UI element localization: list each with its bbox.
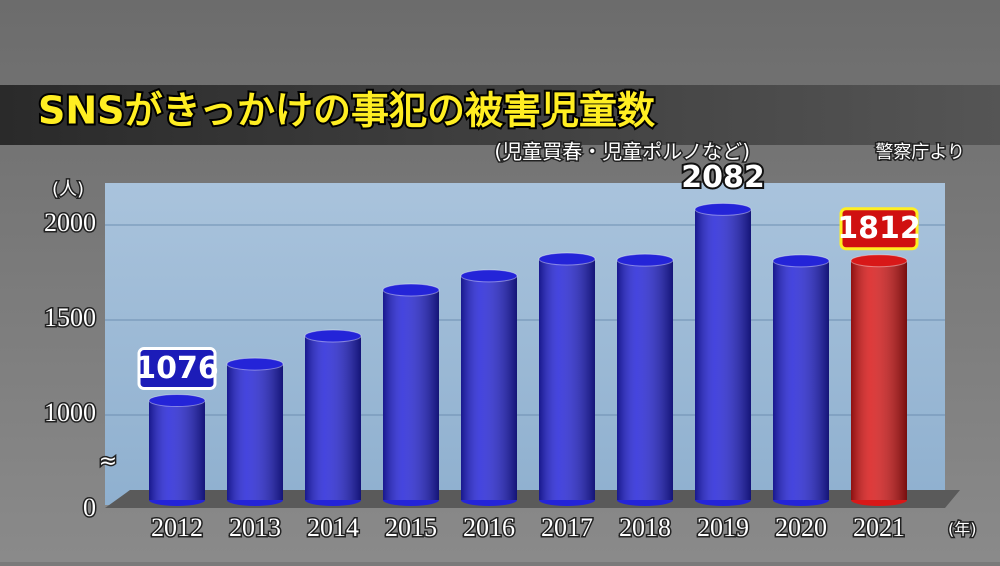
bar-top	[538, 252, 596, 266]
y-tick-label: 1500	[44, 303, 96, 332]
bar-top	[460, 269, 518, 283]
axis-break: ≈	[99, 449, 117, 474]
bar-top	[382, 283, 440, 297]
bar-shade	[305, 335, 361, 500]
bar-shade	[461, 275, 517, 500]
label-box	[137, 347, 217, 391]
x-tick-label: 2019	[697, 513, 749, 542]
x-tick-label: 2015	[385, 513, 437, 542]
chart-title: SNSがきっかけの事犯の被害児童数	[38, 89, 655, 133]
x-tick-label: 2012	[151, 513, 203, 542]
x-tick-label: 2014	[307, 513, 359, 542]
bar-shade	[383, 289, 439, 500]
x-tick-label: 2016	[463, 513, 515, 542]
y-unit: (人)	[52, 179, 84, 200]
y-tick-label: 2000	[44, 208, 96, 237]
bar-top	[148, 394, 206, 408]
bar-top	[850, 254, 908, 268]
bar-top	[616, 253, 674, 267]
bar-shade	[851, 260, 907, 500]
label-box	[839, 207, 919, 251]
x-tick-label: 2021	[853, 513, 905, 542]
subtitle: (児童買春・児童ポルノなど)	[494, 140, 750, 164]
y-tick-label: 0	[83, 493, 96, 522]
bar-top	[304, 329, 362, 343]
x-tick-label: 2018	[619, 513, 671, 542]
x-unit: (年)	[948, 520, 977, 539]
x-tick-label: 2013	[229, 513, 281, 542]
bar-shade	[227, 364, 283, 500]
bar-shade	[149, 400, 205, 500]
bar-shade	[773, 260, 829, 500]
data-label: 1812	[837, 211, 921, 246]
source: 警察庁より	[875, 142, 965, 163]
data-label: 2082	[681, 160, 765, 195]
y-tick-label: 1000	[44, 398, 96, 427]
bar-shade	[539, 259, 595, 500]
x-tick-label: 2020	[775, 513, 827, 542]
bar-top	[694, 202, 752, 216]
title-band	[0, 85, 1000, 145]
data-label: 1076	[135, 351, 219, 386]
bar-top	[772, 254, 830, 268]
bar-shade	[617, 260, 673, 500]
bar-top	[226, 357, 284, 371]
bar-shade	[695, 209, 751, 501]
x-tick-label: 2017	[541, 513, 593, 542]
